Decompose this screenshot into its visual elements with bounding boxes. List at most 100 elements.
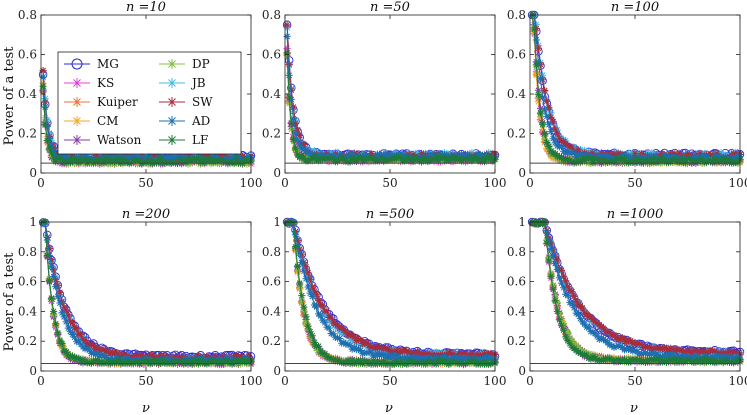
y-tick-label: 0.6 <box>18 275 37 289</box>
data-point <box>62 348 70 357</box>
data-point <box>352 157 360 165</box>
data-point <box>428 156 436 164</box>
data-point <box>285 60 293 68</box>
legend-box <box>57 51 242 155</box>
data-point <box>138 152 146 160</box>
data-point <box>68 155 77 163</box>
panel-title: n =10 <box>126 0 166 15</box>
series-SW <box>528 11 744 162</box>
data-point <box>85 151 93 159</box>
data-point <box>702 158 710 166</box>
series-AD <box>283 32 499 163</box>
data-point <box>532 36 540 44</box>
data-point <box>81 336 89 344</box>
data-point <box>734 151 742 160</box>
data-point <box>186 157 194 165</box>
data-point <box>675 158 683 166</box>
data-point <box>396 154 405 162</box>
data-point <box>648 158 656 167</box>
data-point <box>566 156 574 164</box>
data-point <box>43 136 51 145</box>
data-point <box>304 157 312 165</box>
legend-marker <box>167 97 177 107</box>
data-point <box>289 130 297 138</box>
data-point <box>382 150 390 158</box>
data-point <box>570 149 578 157</box>
data-point <box>96 359 104 367</box>
data-point <box>432 153 440 161</box>
data-point <box>711 155 719 163</box>
data-point <box>73 338 81 346</box>
data-point <box>283 32 291 40</box>
data-point <box>75 337 83 345</box>
data-point <box>539 120 547 128</box>
data-point <box>317 150 325 158</box>
data-point <box>700 157 708 166</box>
data-point <box>64 352 72 360</box>
data-point <box>232 357 240 365</box>
legend-marker <box>72 97 82 107</box>
data-point <box>207 358 215 366</box>
legend-label-JB: JB <box>190 76 206 90</box>
data-point <box>321 155 329 163</box>
data-point <box>66 158 74 166</box>
series-line <box>286 48 496 164</box>
data-point <box>591 154 599 162</box>
data-point <box>417 149 426 158</box>
data-point <box>197 357 205 365</box>
panel-title: n =100 <box>611 0 659 15</box>
data-point <box>201 158 209 166</box>
series-CM <box>528 11 744 167</box>
series-AD <box>39 218 255 366</box>
data-point <box>283 45 291 53</box>
data-point <box>218 353 226 361</box>
data-point <box>52 320 60 328</box>
data-point <box>92 351 100 359</box>
data-point <box>68 319 77 327</box>
y-tick-label: 0.2 <box>507 127 526 141</box>
y-tick-label: 0.8 <box>507 8 526 22</box>
data-point <box>570 143 578 151</box>
data-point <box>56 154 64 163</box>
data-point <box>644 152 652 161</box>
data-point <box>388 155 396 163</box>
data-point <box>98 351 106 359</box>
data-point <box>167 358 175 366</box>
series-DP <box>39 218 255 368</box>
series-KS <box>528 11 744 167</box>
legend-label-Kuiper: Kuiper <box>97 95 138 109</box>
data-point <box>287 125 295 133</box>
data-point <box>344 153 352 161</box>
data-point <box>73 325 81 333</box>
data-point <box>47 149 56 157</box>
data-point <box>289 103 297 111</box>
data-point <box>574 156 582 164</box>
series-line <box>42 221 252 365</box>
data-point <box>462 155 470 163</box>
legend-marker <box>72 78 82 88</box>
data-point <box>384 156 392 165</box>
data-point <box>394 153 402 161</box>
data-point <box>211 357 219 365</box>
data-point <box>68 352 77 360</box>
data-point <box>211 156 219 164</box>
data-point <box>480 158 489 166</box>
data-point <box>367 149 375 158</box>
data-point <box>155 358 163 366</box>
data-point <box>228 159 236 167</box>
data-point <box>39 73 47 81</box>
x-tick-label: 0 <box>37 374 45 388</box>
series-line <box>286 53 496 162</box>
data-point <box>56 299 64 307</box>
series-KS <box>283 45 499 166</box>
data-point <box>300 146 308 154</box>
data-point <box>47 262 56 270</box>
y-tick-label: 1 <box>29 215 37 229</box>
data-point <box>631 155 639 163</box>
data-point <box>574 146 582 154</box>
data-point <box>587 160 595 168</box>
data-point <box>658 155 666 163</box>
data-point <box>148 352 156 360</box>
data-point <box>346 158 354 166</box>
